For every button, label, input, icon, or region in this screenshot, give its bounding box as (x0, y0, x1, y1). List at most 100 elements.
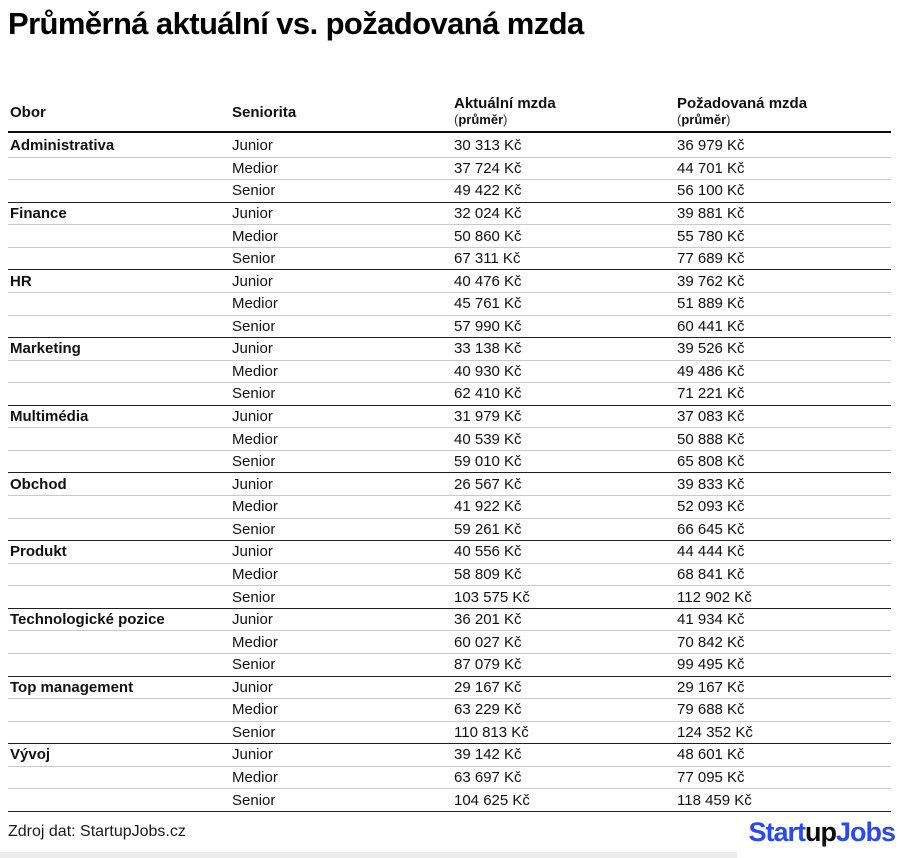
aktualni-mzda-cell: 63 229 Kč (454, 701, 522, 719)
seniorita-cell: Medior (232, 362, 278, 380)
aktualni-mzda-cell: 60 027 Kč (454, 633, 522, 651)
aktualni-mzda-cell: 58 809 Kč (454, 565, 522, 583)
pozadovana-mzda-cell: 48 601 Kč (677, 746, 745, 764)
seniorita-cell: Medior (232, 227, 278, 245)
pozadovana-mzda-cell: 77 689 Kč (677, 250, 745, 268)
paren-close: ) (503, 112, 508, 127)
seniorita-cell: Senior (232, 453, 276, 471)
obor-cell: Administrativa (10, 137, 115, 155)
aktualni-mzda-cell: 37 724 Kč (454, 159, 522, 177)
pozadovana-mzda-cell: 79 688 Kč (677, 701, 745, 719)
aktualni-mzda-cell: 36 201 Kč (454, 611, 522, 629)
aktualni-mzda-cell: 57 990 Kč (454, 317, 522, 335)
seniorita-cell: Junior (232, 340, 273, 358)
table-row: Medior 50 860 Kč 55 780 Kč (8, 225, 891, 248)
seniorita-cell: Medior (232, 565, 278, 583)
seniorita-cell: Junior (232, 678, 273, 696)
seniorita-cell: Senior (232, 250, 276, 268)
obor-cell: Multimédia (10, 408, 89, 426)
pozadovana-mzda-cell: 55 780 Kč (677, 227, 745, 245)
table-row: HR Junior 40 476 Kč 39 762 Kč (8, 270, 891, 293)
seniorita-cell: Junior (232, 746, 273, 764)
seniorita-cell: Medior (232, 295, 278, 313)
pozadovana-mzda-cell: 39 526 Kč (677, 340, 745, 358)
obor-cell: Marketing (10, 340, 81, 358)
table-row: Administrativa Junior 30 313 Kč 36 979 Kč (8, 135, 891, 158)
logo-part-start: Start (748, 816, 806, 847)
bottom-strip (0, 852, 737, 858)
obor-cell: Top management (10, 678, 134, 696)
seniorita-cell: Senior (232, 588, 276, 606)
aktualni-mzda-cell: 59 010 Kč (454, 453, 522, 471)
table-row: Senior 59 261 Kč 66 645 Kč (8, 519, 891, 542)
table-row: Senior 67 311 Kč 77 689 Kč (8, 248, 891, 271)
aktualni-mzda-cell: 39 142 Kč (454, 746, 522, 764)
table-row: Senior 87 079 Kč 99 495 Kč (8, 654, 891, 677)
seniorita-cell: Medior (232, 159, 278, 177)
pozadovana-mzda-cell: 70 842 Kč (677, 633, 745, 651)
seniorita-cell: Junior (232, 272, 273, 290)
table-row: Technologické pozice Junior 36 201 Kč 41 93… (8, 609, 891, 632)
table-row: Obchod Junior 26 567 Kč 39 833 Kč (8, 473, 891, 496)
aktualni-mzda-cell: 40 476 Kč (454, 272, 522, 290)
aktualni-mzda-cell: 63 697 Kč (454, 769, 522, 787)
prumer-label: průměr (458, 112, 504, 127)
seniorita-cell: Senior (232, 317, 276, 335)
data-source-label: Zdroj dat: StartupJobs.cz (8, 823, 186, 840)
column-header-aktualni-line2: (průměr) (454, 112, 675, 128)
table-row: Senior 49 422 Kč 56 100 Kč (8, 180, 891, 203)
pozadovana-mzda-cell: 44 701 Kč (677, 159, 745, 177)
table-row: Medior 45 761 Kč 51 889 Kč (8, 293, 891, 316)
table-row: Medior 63 697 Kč 77 095 Kč (8, 767, 891, 790)
table-header: Obor Seniorita Aktuální mzda (průměr) Po… (8, 86, 891, 133)
aktualni-mzda-cell: 40 930 Kč (454, 362, 522, 380)
table-row: Senior 59 010 Kč 65 808 Kč (8, 451, 891, 474)
seniorita-cell: Senior (232, 520, 276, 538)
pozadovana-mzda-cell: 60 441 Kč (677, 317, 745, 335)
table-row: Marketing Junior 33 138 Kč 39 526 Kč (8, 338, 891, 361)
aktualni-mzda-cell: 45 761 Kč (454, 295, 522, 313)
table-row: Senior 57 990 Kč 60 441 Kč (8, 316, 891, 339)
aktualni-mzda-cell: 40 539 Kč (454, 430, 522, 448)
table-row: Finance Junior 32 024 Kč 39 881 Kč (8, 203, 891, 226)
table-row: Vývoj Junior 39 142 Kč 48 601 Kč (8, 744, 891, 767)
aktualni-mzda-cell: 59 261 Kč (454, 520, 522, 538)
seniorita-cell: Medior (232, 701, 278, 719)
pozadovana-mzda-cell: 37 083 Kč (677, 408, 745, 426)
paren-close: ) (726, 112, 731, 127)
seniorita-cell: Junior (232, 204, 273, 222)
aktualni-mzda-cell: 103 575 Kč (454, 588, 530, 606)
aktualni-mzda-cell: 32 024 Kč (454, 204, 522, 222)
aktualni-mzda-cell: 67 311 Kč (454, 250, 521, 268)
aktualni-mzda-cell: 41 922 Kč (454, 498, 522, 516)
table-row: Senior 110 813 Kč 124 352 Kč (8, 722, 891, 745)
seniorita-cell: Medior (232, 769, 278, 787)
pozadovana-mzda-cell: 50 888 Kč (677, 430, 745, 448)
column-header-pozadovana-line2: (průměr) (677, 112, 891, 128)
aktualni-mzda-cell: 104 625 Kč (454, 791, 530, 809)
column-header-pozadovana-mzda: Požadovaná mzda (průměr) (675, 95, 891, 131)
pozadovana-mzda-cell: 39 881 Kč (677, 204, 745, 222)
seniorita-cell: Medior (232, 430, 278, 448)
aktualni-mzda-cell: 40 556 Kč (454, 543, 522, 561)
pozadovana-mzda-cell: 36 979 Kč (677, 137, 745, 155)
pozadovana-mzda-cell: 39 833 Kč (677, 475, 745, 493)
seniorita-cell: Medior (232, 498, 278, 516)
paren-open: ( (677, 112, 682, 127)
startupjobs-logo: StartupJobs (748, 816, 896, 848)
column-header-pozadovana-line1: Požadovaná mzda (677, 95, 808, 112)
seniorita-cell: Senior (232, 656, 276, 674)
seniorita-cell: Senior (232, 723, 276, 741)
table-row: Medior 63 229 Kč 79 688 Kč (8, 699, 891, 722)
table-row: Medior 60 027 Kč 70 842 Kč (8, 631, 891, 654)
seniorita-cell: Medior (232, 633, 278, 651)
seniorita-cell: Junior (232, 611, 273, 629)
column-header-seniorita: Seniorita (232, 104, 297, 121)
pozadovana-mzda-cell: 66 645 Kč (677, 520, 745, 538)
seniorita-cell: Junior (232, 408, 273, 426)
pozadovana-mzda-cell: 49 486 Kč (677, 362, 745, 380)
obor-cell: Finance (10, 204, 67, 222)
aktualni-mzda-cell: 87 079 Kč (454, 656, 522, 674)
logo-part-up: up (804, 816, 837, 847)
prumer-label: průměr (681, 112, 727, 127)
